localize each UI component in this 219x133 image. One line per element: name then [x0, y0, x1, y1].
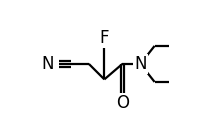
Text: O: O: [116, 94, 129, 112]
Text: N: N: [41, 55, 53, 73]
Text: N: N: [134, 55, 147, 73]
Text: F: F: [100, 29, 109, 47]
